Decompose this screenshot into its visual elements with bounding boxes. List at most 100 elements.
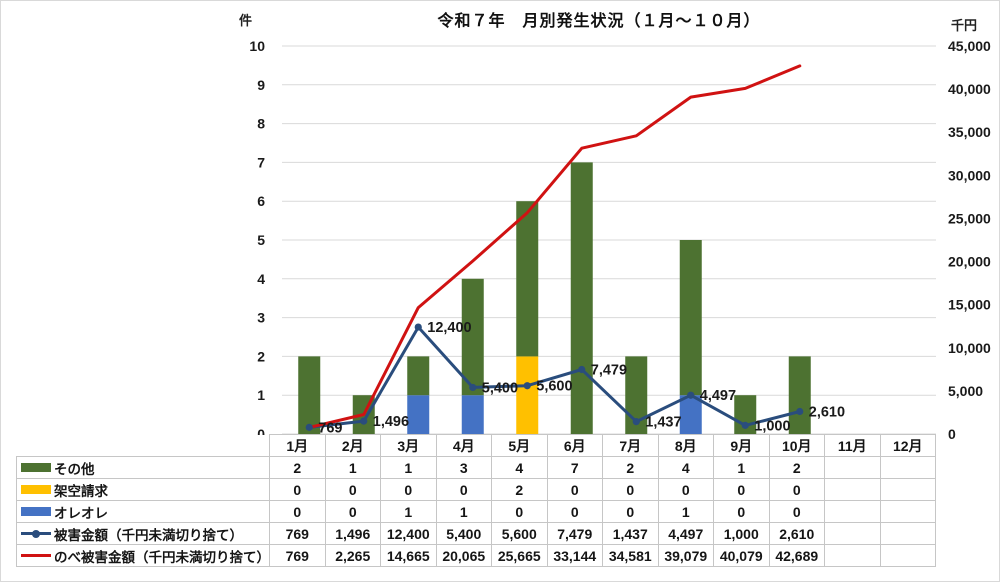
month-header-cell: 9月	[713, 434, 770, 457]
month-header-cell: 11月	[824, 434, 881, 457]
table-value-cell: 4	[491, 456, 548, 479]
table-value-cell: 25,665	[491, 544, 548, 567]
table-value-cell	[824, 522, 881, 545]
legend-line-swatch-icon	[21, 554, 51, 557]
table-value-cell: 0	[380, 478, 437, 501]
legend-label: 被害金額（千円未満切り捨て）	[54, 527, 243, 543]
table-value-cell: 4	[657, 456, 714, 479]
table-value-cell: 769	[269, 544, 326, 567]
table-value-cell: 42,689	[768, 544, 825, 567]
damage-amount-marker	[632, 418, 640, 426]
table-value-cell	[879, 478, 936, 501]
legend-bar-swatch-icon	[21, 463, 51, 472]
left-axis-tick-label: 10	[249, 38, 265, 54]
month-header-cell: 3月	[380, 434, 437, 457]
month-header-cell: 8月	[657, 434, 714, 457]
legend-bar-swatch-icon	[21, 507, 51, 516]
right-axis-tick-label: 25,000	[948, 210, 991, 226]
bar-segment-other	[352, 395, 375, 434]
chart-title: 令和７年 月別発生状況（１月～１０月）	[437, 13, 761, 30]
damage-amount-data-label: 12,400	[427, 320, 471, 336]
bar-segment-oreore	[679, 395, 702, 434]
month-header-cell: 6月	[546, 434, 603, 457]
bar-segment-other	[516, 201, 539, 357]
damage-amount-data-label: 7,479	[591, 363, 627, 379]
damage-amount-marker	[360, 417, 368, 425]
legend-label: オレオレ	[54, 505, 108, 521]
table-row-damage-amount: 被害金額（千円未満切り捨て） 769 1,496 12,400 5,400 5,600 7,…	[16, 522, 936, 545]
table-value-cell	[879, 456, 936, 479]
table-value-cell: 0	[602, 500, 659, 523]
left-axis-tick-label: 8	[257, 116, 265, 132]
left-axis-tick-label: 5	[257, 232, 265, 248]
table-row-other: その他 2 1 1 3 4 7 2 4 1 2	[16, 456, 936, 479]
right-axis-tick-label: 45,000	[948, 38, 991, 54]
legend-entry: 架空請求	[21, 480, 269, 500]
table-value-cell: 1	[380, 500, 437, 523]
table-row-cumulative-damage: のべ被害金額（千円未満切り捨て） 769 2,265 14,665 20,065 25,6…	[16, 544, 936, 567]
table-value-cell	[824, 500, 881, 523]
damage-amount-data-label: 1,496	[373, 414, 409, 430]
left-axis-tick-label: 4	[257, 271, 265, 287]
left-axis-unit-label: 件	[239, 13, 253, 28]
bar-segment-oreore	[407, 395, 430, 434]
table-value-cell: 0	[324, 500, 381, 523]
bar-segment-other	[788, 356, 811, 434]
table-value-cell: 5,600	[491, 522, 548, 545]
table-value-cell: 40,079	[713, 544, 770, 567]
month-header-cell: 12月	[879, 434, 936, 457]
table-value-cell: 1,496	[324, 522, 381, 545]
table-value-cell: 4,497	[657, 522, 714, 545]
table-value-cell: 1	[713, 456, 770, 479]
table-value-cell: 0	[768, 500, 825, 523]
table-value-cell: 0	[269, 500, 326, 523]
right-axis-tick-label: 40,000	[948, 81, 991, 97]
left-axis-tick-label: 6	[257, 193, 265, 209]
table-value-cell: 0	[657, 478, 714, 501]
legend-entry: その他	[21, 458, 269, 478]
legend-cell-damage-amount: 被害金額（千円未満切り捨て）	[16, 522, 270, 545]
table-value-cell: 2	[269, 456, 326, 479]
right-axis-tick-label: 0	[948, 426, 956, 442]
table-value-cell: 0	[546, 500, 603, 523]
table-value-cell: 14,665	[380, 544, 437, 567]
table-value-cell: 0	[269, 478, 326, 501]
legend-line-swatch-icon	[21, 529, 51, 538]
table-value-cell	[824, 478, 881, 501]
right-axis-tick-label: 10,000	[948, 340, 991, 356]
right-axis-tick-label: 20,000	[948, 254, 991, 270]
left-axis-tick-label: 9	[257, 77, 265, 93]
table-value-cell: 1,000	[713, 522, 770, 545]
table-row-fictitious-billing: 架空請求 0 0 0 0 2 0 0 0 0 0	[16, 478, 936, 501]
month-header-cell: 4月	[435, 434, 492, 457]
damage-amount-marker	[469, 383, 477, 392]
table-value-cell: 1,437	[602, 522, 659, 545]
table-value-cell	[879, 500, 936, 523]
table-value-cell: 5,400	[435, 522, 492, 545]
legend-label: その他	[54, 461, 95, 477]
right-axis-tick-label: 5,000	[948, 383, 983, 399]
table-value-cell: 0	[435, 478, 492, 501]
table-value-cell	[879, 544, 936, 567]
legend-entry: オレオレ	[21, 502, 269, 522]
table-value-cell: 0	[713, 500, 770, 523]
bar-segment-other	[570, 162, 593, 434]
left-axis-tick-label: 3	[257, 310, 265, 326]
damage-amount-marker	[578, 365, 586, 374]
table-value-cell: 0	[713, 478, 770, 501]
table-value-cell: 2	[602, 456, 659, 479]
month-header-cell: 7月	[602, 434, 659, 457]
legend-cell-cumulative-damage: のべ被害金額（千円未満切り捨て）	[16, 544, 270, 567]
month-header-cell: 2月	[324, 434, 381, 457]
bar-segment-other	[461, 278, 484, 396]
legend-label: 架空請求	[54, 483, 108, 499]
cumulative-damage-line	[307, 64, 802, 429]
legend-cell-oreore: オレオレ	[16, 500, 270, 523]
table-value-cell: 0	[768, 478, 825, 501]
legend-marker-dot-icon	[32, 529, 40, 538]
table-value-cell: 769	[269, 522, 326, 545]
table-value-cell	[824, 544, 881, 567]
damage-amount-data-label: 5,600	[536, 379, 572, 395]
legend-entry: のべ被害金額（千円未満切り捨て）	[21, 546, 269, 566]
